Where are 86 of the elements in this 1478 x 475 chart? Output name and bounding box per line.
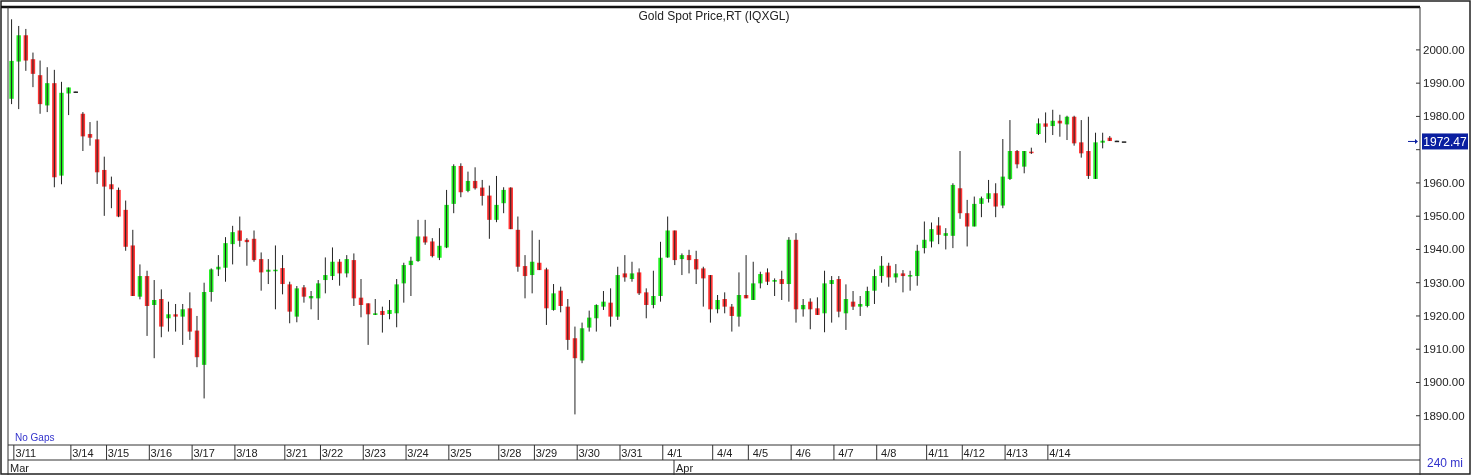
- candlestick: [993, 182, 998, 218]
- candlestick: [772, 277, 777, 297]
- candlestick: [109, 176, 114, 209]
- candlestick: [551, 283, 556, 312]
- candlestick: [173, 303, 178, 333]
- candlestick: [815, 296, 820, 316]
- candlestick: [765, 267, 770, 286]
- candlestick: [159, 288, 164, 338]
- y-tick-label: 1990.00: [1423, 77, 1465, 90]
- candlestick: [116, 187, 121, 218]
- y-tick-label: 1890.00: [1423, 409, 1465, 422]
- x-tick-label: 3/16: [150, 447, 173, 459]
- x-tick-label: 3/14: [72, 447, 94, 459]
- candlestick: [66, 86, 71, 116]
- x-tick-label: 4/7: [838, 447, 854, 459]
- candlestick: [1043, 111, 1048, 144]
- y-tick-label: 1910.00: [1423, 343, 1465, 356]
- annotation: No Gaps: [15, 432, 55, 443]
- x-tick-label: 4/13: [1006, 447, 1028, 459]
- candlestick: [665, 216, 670, 259]
- candlestick: [544, 267, 549, 326]
- x-tick-label: 4/11: [928, 447, 949, 459]
- y-tick-label: 1980.00: [1423, 110, 1465, 123]
- candlestick: [280, 254, 285, 295]
- x-tick-label: 4/4: [717, 447, 733, 459]
- candlestick: [494, 175, 499, 223]
- text: Apr: [676, 462, 694, 474]
- x-tick-label: 3/30: [578, 447, 600, 459]
- y-tick-label: 2000.00: [1423, 43, 1465, 56]
- candlestick: [437, 227, 442, 261]
- x-tick-label: 3/21: [286, 447, 308, 459]
- candlestick: [394, 278, 399, 328]
- candlestick: [16, 25, 21, 110]
- x-tick-label: 3/22: [321, 447, 344, 459]
- candlestick: [287, 281, 292, 324]
- candlestick: [701, 266, 706, 308]
- x-tick-label: 3/31: [621, 447, 643, 459]
- candlestick: [708, 274, 713, 324]
- x-tick-label: 4/5: [752, 447, 768, 459]
- y-tick-label: 1940.00: [1423, 243, 1465, 256]
- candlestick: [223, 236, 228, 283]
- candlestick: [872, 268, 877, 305]
- candlestick: [1093, 132, 1098, 180]
- candlestick: [979, 196, 984, 218]
- x-tick-label: 3/17: [193, 447, 215, 459]
- y-tick-label: 1950.00: [1423, 210, 1465, 223]
- x-tick-label: 3/29: [535, 447, 558, 459]
- candlestick: [487, 185, 492, 240]
- candlestick: [323, 256, 328, 294]
- y-tick-label: 1960.00: [1423, 176, 1465, 189]
- x-tick-label: 4/14: [1049, 447, 1071, 459]
- text: 240 mi: [1426, 456, 1464, 470]
- x-tick-label: 3/11: [15, 447, 37, 459]
- candlestick: [123, 200, 128, 252]
- candlestick: [601, 290, 606, 311]
- y-tick-label: 1930.00: [1423, 276, 1465, 289]
- x-tick-label: 3/15: [107, 447, 130, 459]
- x-tick-label: 3/28: [500, 447, 522, 459]
- candlestick: [59, 81, 64, 185]
- candlestick: [430, 237, 435, 258]
- x-tick-label: 3/24: [407, 447, 429, 459]
- candlestick: [651, 270, 656, 309]
- candlestick: [722, 291, 727, 314]
- x-tick-label: 4/12: [963, 447, 985, 459]
- ref-line-label: 1972.47: [1423, 134, 1468, 149]
- y-tick-label: 1900.00: [1423, 376, 1465, 389]
- candlestick: [608, 287, 613, 328]
- candlestick: [1036, 117, 1041, 136]
- candlestick: [865, 286, 870, 308]
- text: Mar: [10, 462, 30, 474]
- candlestick: [230, 225, 235, 265]
- y-tick-label: 1920.00: [1423, 309, 1465, 322]
- candlestick: [986, 179, 991, 204]
- chart-title: Gold Spot Price,RT (IQXGL): [638, 9, 790, 23]
- x-tick-label: 4/1: [667, 447, 683, 459]
- x-tick-label: 4/8: [881, 447, 897, 459]
- x-tick-label: 3/18: [236, 447, 258, 459]
- x-tick-label: 3/25: [450, 447, 472, 459]
- candlestick: [1086, 116, 1091, 180]
- candlestick: [52, 69, 57, 188]
- x-tick-label: 3/23: [364, 447, 386, 459]
- candlestick: [658, 241, 663, 303]
- candlestick: [451, 163, 456, 214]
- candlestick: [822, 270, 827, 333]
- candlestick: [9, 18, 14, 105]
- x-tick-label: 4/6: [795, 447, 811, 459]
